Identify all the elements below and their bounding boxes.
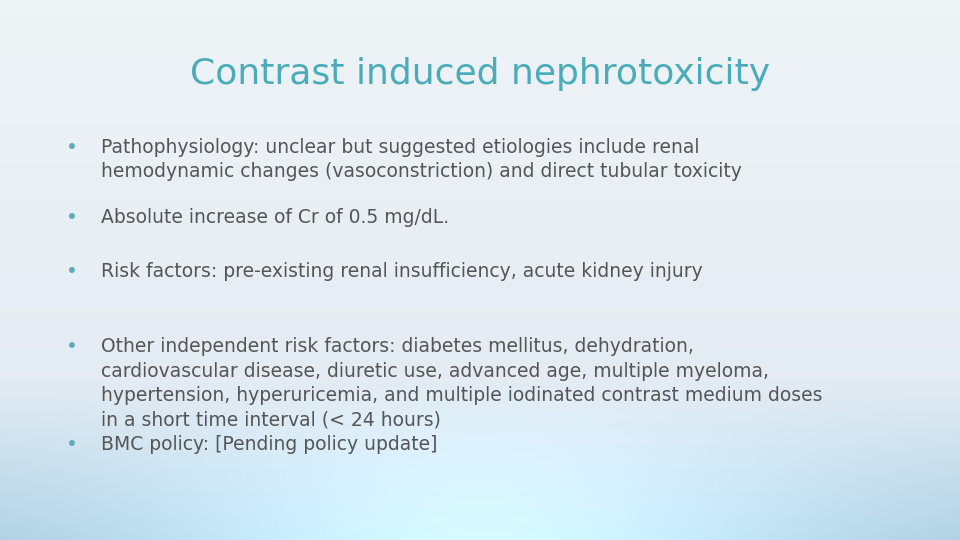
Text: Contrast induced nephrotoxicity: Contrast induced nephrotoxicity (190, 57, 770, 91)
Text: Risk factors: pre-existing renal insufficiency, acute kidney injury: Risk factors: pre-existing renal insuffi… (101, 262, 703, 281)
Text: •: • (66, 262, 78, 281)
Text: •: • (66, 208, 78, 227)
Text: Absolute increase of Cr of 0.5 mg/dL.: Absolute increase of Cr of 0.5 mg/dL. (101, 208, 449, 227)
Text: Pathophysiology: unclear but suggested etiologies include renal
hemodynamic chan: Pathophysiology: unclear but suggested e… (101, 138, 742, 181)
Text: Other independent risk factors: diabetes mellitus, dehydration,
cardiovascular d: Other independent risk factors: diabetes… (101, 338, 823, 429)
Text: •: • (66, 338, 78, 356)
Text: •: • (66, 138, 78, 157)
Text: •: • (66, 435, 78, 454)
Text: BMC policy: [Pending policy update]: BMC policy: [Pending policy update] (101, 435, 438, 454)
